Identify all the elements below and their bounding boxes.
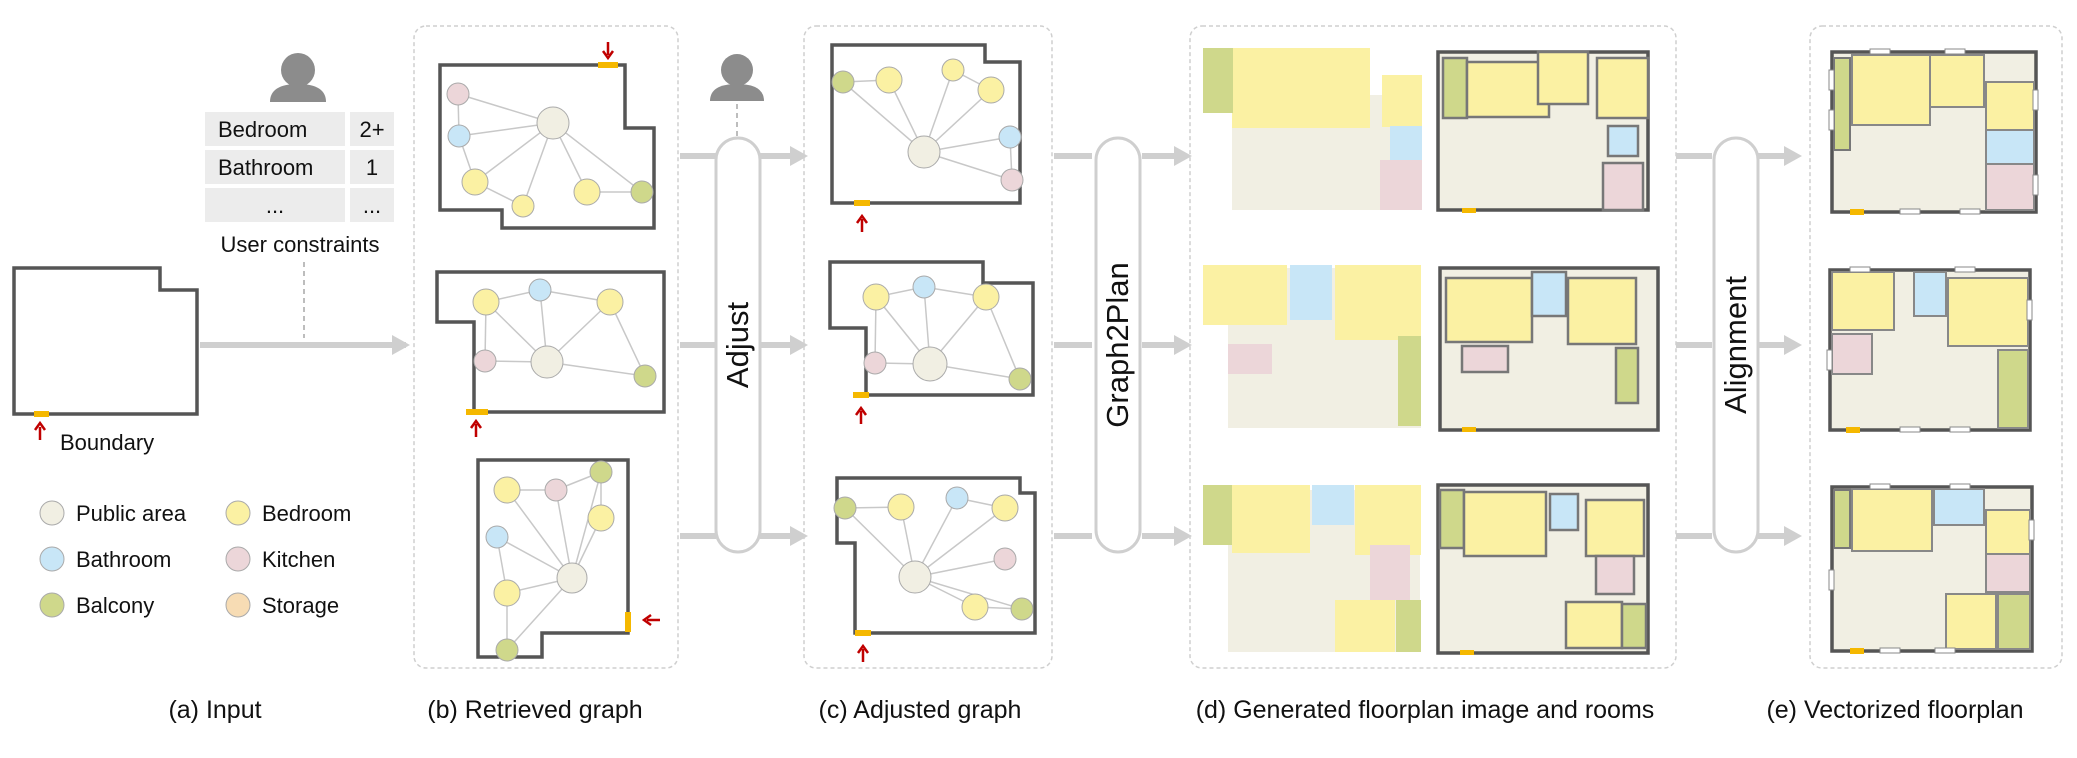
generated-rooms-1 (1436, 50, 1650, 213)
flow-arrows-b-c (680, 146, 808, 546)
caption-retrieved-graph: (b) Retrieved graph (427, 696, 642, 724)
vectorized-floorplan-3 (1828, 483, 2035, 654)
adjusted-graph-1 (830, 43, 1024, 232)
user-icon (710, 54, 764, 101)
entrance-door (34, 411, 49, 417)
generated-image-2 (1203, 265, 1421, 428)
graph2plan-step: Graph2Plan (1094, 136, 1142, 554)
boundary-outline (12, 266, 199, 416)
caption-vectorized-floorplan: (e) Vectorized floorplan (1766, 696, 2023, 724)
generated-rooms-3 (1436, 483, 1650, 655)
retrieved-graph-1 (438, 42, 656, 230)
legend-kitchen-swatch (225, 546, 251, 572)
retrieved-graph-2 (435, 270, 666, 437)
caption-input: (a) Input (168, 696, 261, 724)
legend-storage-swatch (225, 592, 251, 618)
legend: Public area Bedroom Bathroom Kitchen Bal… (39, 500, 351, 618)
vectorized-floorplan-2 (1826, 266, 2033, 433)
user-constraints-label: User constraints (221, 232, 380, 257)
table-more-label: ... (266, 193, 284, 218)
vectorized-floorplan-1 (1828, 48, 2039, 215)
legend-bathroom-swatch (39, 546, 65, 572)
table-more-value: ... (363, 193, 381, 218)
alignment-step: Alignment (1712, 136, 1760, 554)
table-bathroom-value: 1 (366, 155, 378, 180)
flow-arrow-head (392, 335, 410, 355)
flow-arrows-c-d (1054, 146, 1192, 546)
retrieved-graph-panel (413, 25, 679, 669)
legend-balcony-swatch (39, 592, 65, 618)
adjusted-graph-panel (803, 25, 1053, 669)
legend-balcony: Balcony (76, 593, 154, 618)
user-icon (270, 53, 326, 102)
generated-floorplan-panel (1189, 25, 1677, 669)
adjust-label: Adjust (720, 302, 755, 389)
flow-arrows-d-e (1676, 146, 1802, 546)
generated-image-3 (1203, 485, 1421, 652)
legend-bedroom: Bedroom (262, 501, 351, 526)
legend-bathroom: Bathroom (76, 547, 171, 572)
generated-image-1 (1203, 48, 1423, 210)
input-panel: Bedroom 2+ Bathroom 1 ... ... User const… (12, 53, 410, 618)
table-bathroom-label: Bathroom (218, 155, 313, 180)
legend-public-area-swatch (39, 500, 65, 526)
legend-kitchen: Kitchen (262, 547, 335, 572)
legend-public-area: Public area (76, 501, 187, 526)
red-arrow-up-icon (33, 420, 47, 440)
adjust-step: Adjust (710, 54, 764, 554)
graph2plan-label: Graph2Plan (1100, 262, 1135, 427)
adjusted-graph-3 (833, 476, 1037, 662)
adjusted-graph-2 (828, 260, 1035, 424)
legend-bedroom-swatch (225, 500, 251, 526)
table-bedroom-label: Bedroom (218, 117, 307, 142)
alignment-label: Alignment (1718, 276, 1753, 414)
generated-rooms-2 (1438, 266, 1660, 432)
constraints-table: Bedroom 2+ Bathroom 1 ... ... (205, 112, 394, 222)
legend-storage: Storage (262, 593, 339, 618)
vectorized-floorplan-panel (1809, 25, 2063, 669)
boundary-label: Boundary (60, 430, 154, 455)
retrieved-graph-3 (476, 458, 660, 662)
caption-generated-floorplan: (d) Generated floorplan image and rooms (1196, 696, 1655, 724)
caption-adjusted-graph: (c) Adjusted graph (819, 696, 1022, 724)
table-bedroom-value: 2+ (359, 117, 384, 142)
